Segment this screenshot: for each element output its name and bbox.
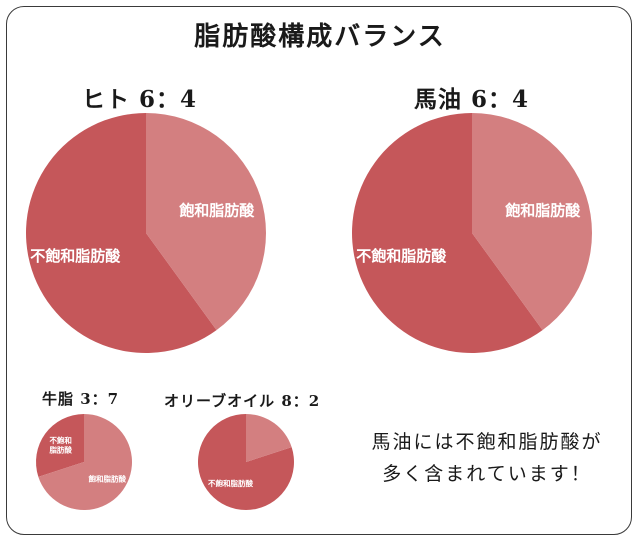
pie-label-beef-tallow-unsaturated: 不飽和脂肪酸 [48, 435, 72, 454]
pie-label-horse-oil-saturated: 飽和脂肪酸 [504, 201, 581, 219]
page-title: 脂肪酸構成バランス [194, 22, 446, 52]
chart-title-horse-oil: 馬油 6：4 [414, 86, 530, 113]
pie-label-olive-oil-unsaturated: 不飽和脂肪酸 [208, 478, 253, 488]
pie-label-beef-tallow-saturated: 飽和脂肪酸 [88, 474, 127, 484]
pie-chart-horse-oil: 不飽和脂肪酸 飽和脂肪酸 [352, 113, 592, 353]
chart-title-beef-tallow: 牛脂 3：7 [42, 390, 120, 408]
pie-slice-beef-tallow-saturated [38, 414, 132, 510]
pie-label-horse-oil-unsaturated: 不飽和脂肪酸 [356, 247, 447, 265]
note-line-1: 馬油には不飽和脂肪酸が [371, 431, 603, 453]
chart-title-olive-oil: オリーブオイル 8：2 [164, 392, 321, 410]
chart-title-human: ヒト 6：4 [82, 86, 198, 113]
pie-label-human-saturated: 飽和脂肪酸 [178, 201, 255, 219]
pie-slice-horse-oil-unsaturated [352, 113, 543, 353]
pie-chart-human: 不飽和脂肪酸 飽和脂肪酸 [26, 113, 266, 353]
pie-slice-olive-oil-saturated [246, 414, 292, 462]
pie-chart-olive-oil: 不飽和脂肪酸 [198, 414, 294, 510]
pie-label-human-unsaturated: 不飽和脂肪酸 [30, 247, 121, 265]
pie-slice-human-unsaturated [26, 113, 217, 353]
pie-slice-beef-tallow-unsaturated [35, 414, 84, 477]
note-line-2: 多く含まれています！ [382, 463, 592, 485]
pie-slice-human-saturated [146, 113, 266, 331]
pie-slice-horse-oil-saturated [472, 113, 592, 331]
horse-oil-note: 馬油には不飽和脂肪酸が 多く含まれています！ [352, 426, 622, 490]
